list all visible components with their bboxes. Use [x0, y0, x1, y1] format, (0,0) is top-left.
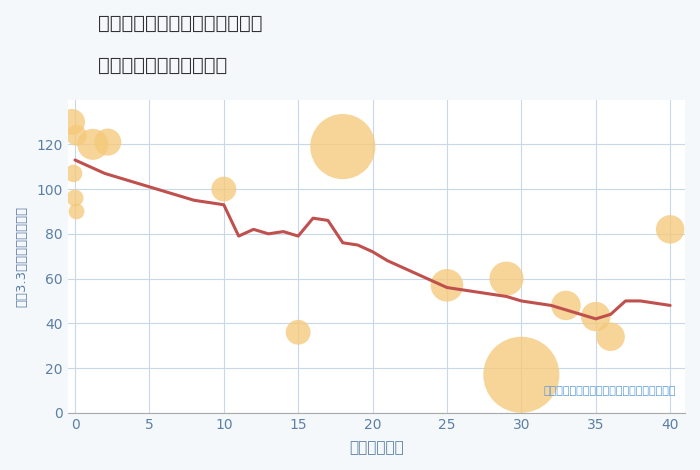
Point — [293, 329, 304, 336]
Point — [102, 138, 113, 146]
Point — [590, 313, 601, 321]
Point — [218, 185, 230, 193]
Point — [442, 282, 453, 289]
X-axis label: 築年数（年）: 築年数（年） — [349, 440, 404, 455]
Text: 円の大きさは、取引のあった物件面積を示す: 円の大きさは、取引のあった物件面積を示す — [543, 385, 676, 396]
Point — [561, 302, 572, 309]
Point — [88, 141, 99, 148]
Point — [664, 226, 676, 233]
Text: 愛知県名古屋市守山区藪田町の: 愛知県名古屋市守山区藪田町の — [98, 14, 262, 33]
Point — [501, 275, 512, 282]
Text: 築年数別中古戸建て価格: 築年数別中古戸建て価格 — [98, 56, 228, 75]
Point — [516, 371, 527, 378]
Point — [69, 194, 80, 202]
Point — [66, 118, 78, 126]
Point — [68, 170, 79, 177]
Point — [71, 132, 82, 139]
Point — [337, 143, 349, 150]
Point — [71, 208, 82, 215]
Point — [605, 333, 616, 340]
Y-axis label: 坪（3.3㎡）単価（万円）: 坪（3.3㎡）単価（万円） — [15, 206, 28, 307]
